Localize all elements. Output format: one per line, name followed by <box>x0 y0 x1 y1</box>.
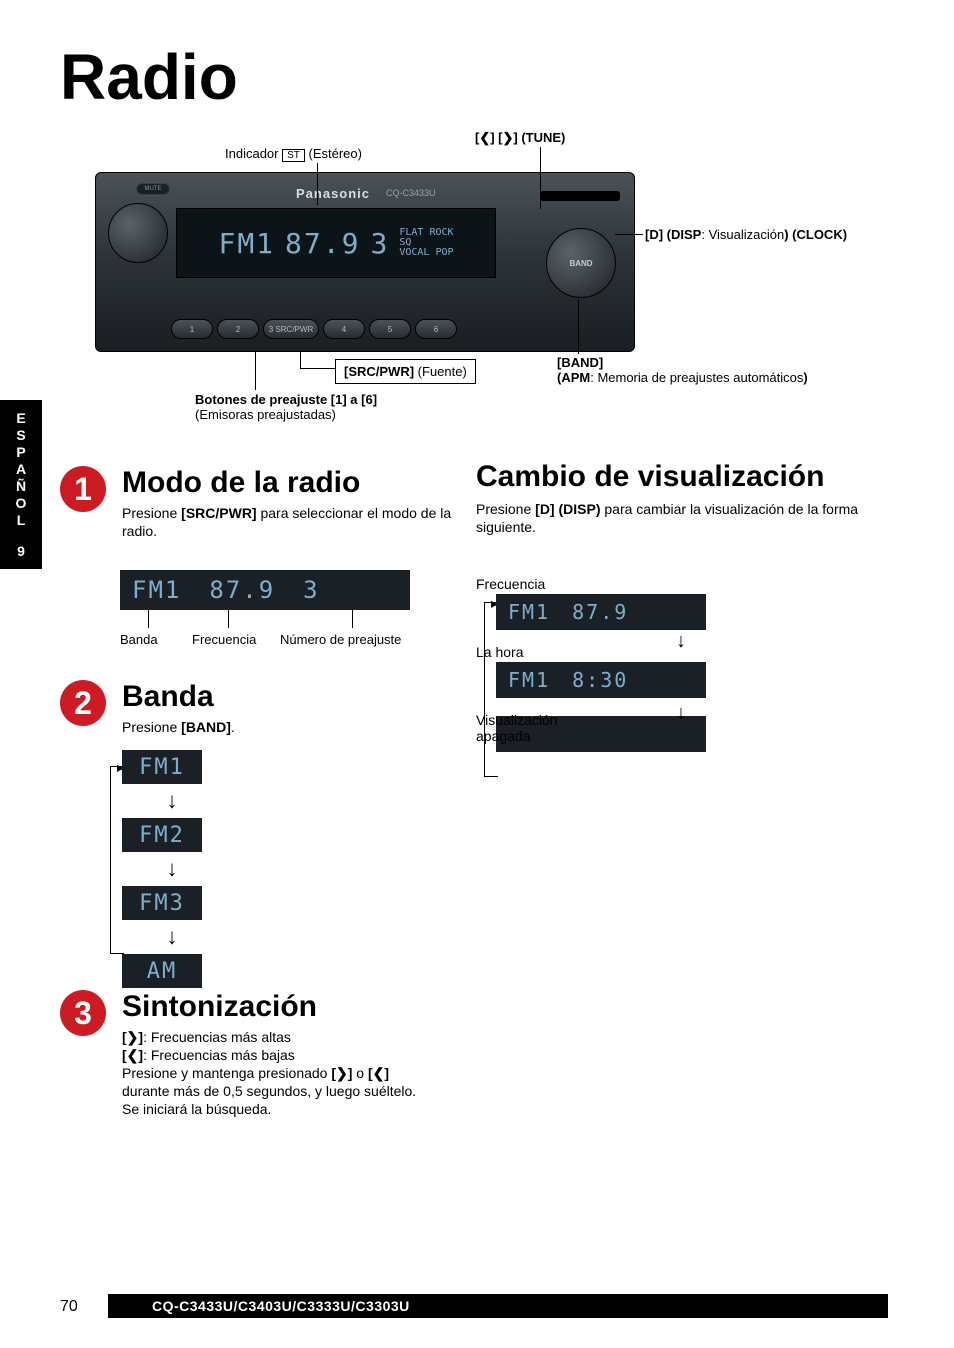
tab-letter: A <box>0 461 42 478</box>
preset-btn-6: 6 <box>415 319 457 339</box>
language-tab: E S P A Ñ O L 9 <box>0 400 42 569</box>
arrow-down-icon: ↓ <box>122 856 222 882</box>
device-diagram: MUTE Panasonic CQ-C3433U FM1 87.9 3 FLAT… <box>60 130 880 440</box>
lbl-hora: La hora <box>476 644 736 660</box>
callout-tune: [❮] [❯] (TUNE) <box>475 130 565 146</box>
step-badge-1: 1 <box>60 466 106 512</box>
tab-letter: S <box>0 427 42 444</box>
page-number: 70 <box>60 1298 78 1316</box>
tab-letter: O <box>0 495 42 512</box>
lcd-freq: 87.9 <box>209 576 275 604</box>
band-knob: BAND <box>546 228 616 298</box>
display-lcd-time: FM1 8:30 <box>496 662 706 698</box>
mute-pill: MUTE <box>136 183 170 195</box>
step-1-lcd: FM1 87.9 3 <box>120 570 410 610</box>
stereo-model: CQ-C3433U <box>386 188 436 198</box>
preset-btn-2: 2 <box>217 319 259 339</box>
arrow-down-icon: ↓ <box>676 702 686 725</box>
display-change-section: Cambio de visualización Presione [D] (DI… <box>476 460 876 536</box>
footer-model-bar: CQ-C3433U/C3403U/C3333U/C3303U <box>108 1294 888 1318</box>
tab-letter: L <box>0 512 42 529</box>
step-3-title: Sintonización <box>122 990 482 1024</box>
arrow-down-icon: ↓ <box>122 788 222 814</box>
tab-letter: Ñ <box>0 478 42 495</box>
display-cycle: Frecuencia FM1 87.9 ↓ La hora FM1 8:30 ↓… <box>476 570 736 752</box>
step-badge-2: 2 <box>60 680 106 726</box>
lbl-banda: Banda <box>120 632 158 647</box>
lbl-frecuencia: Frecuencia <box>192 632 256 647</box>
step-badge-3: 3 <box>60 990 106 1036</box>
stereo-lcd: FM1 87.9 3 FLAT ROCKSQVOCAL POP <box>176 208 496 278</box>
display-change-title: Cambio de visualización <box>476 460 876 494</box>
page-title: Radio <box>60 40 238 114</box>
volume-knob <box>108 203 168 263</box>
step-1-title: Modo de la radio <box>122 466 472 500</box>
lcd-preset: 3 <box>303 576 319 604</box>
preset-button-row: 1 2 3 SRC/PWR 4 5 6 <box>171 319 457 339</box>
tab-letter: P <box>0 444 42 461</box>
callout-src-pwr: [SRC/PWR] (Fuente) <box>335 359 476 384</box>
arrow-down-icon: ↓ <box>676 630 686 653</box>
preset-btn-4: 4 <box>323 319 365 339</box>
stereo-brand: Panasonic <box>296 186 370 201</box>
band-am: AM <box>122 954 202 988</box>
callout-disp-clock: [D] (DISP: Visualización) (CLOCK) <box>645 227 847 242</box>
lcd-freq: 87.9 <box>285 227 360 260</box>
preset-btn-3-srcpwr: 3 SRC/PWR <box>263 319 319 339</box>
step-3-text: [❯]: Frecuencias más altas [❮]: Frecuenc… <box>122 1028 482 1118</box>
lbl-frecuencia: Frecuencia <box>476 576 736 592</box>
callout-preset-buttons: Botones de preajuste [1] a [6] (Emisoras… <box>195 392 377 422</box>
lcd-band: FM1 <box>218 227 275 260</box>
band-fm2: FM2 <box>122 818 202 852</box>
callout-stereo-indicator: Indicador ST (Estéreo) <box>225 146 362 162</box>
tab-number: 9 <box>0 543 42 559</box>
knob-label: BAND <box>569 259 592 268</box>
preset-btn-5: 5 <box>369 319 411 339</box>
step-2: 2 Banda Presione [BAND]. <box>60 680 422 736</box>
display-change-text: Presione [D] (DISP) para cambiar la visu… <box>476 500 876 536</box>
stereo-top-buttons: MUTE <box>136 183 170 195</box>
display-lcd-freq: FM1 87.9 <box>496 594 706 630</box>
lcd-preset: 3 <box>370 227 389 260</box>
step-2-text: Presione [BAND]. <box>122 718 422 736</box>
arrow-down-icon: ↓ <box>122 924 222 950</box>
band-cycle: FM1 ↓ FM2 ↓ FM3 ↓ AM <box>122 750 222 988</box>
lcd-eq: FLAT ROCKSQVOCAL POP <box>399 228 453 258</box>
step-2-title: Banda <box>122 680 422 714</box>
step-1-text: Presione [SRC/PWR] para seleccionar el m… <box>122 504 472 540</box>
band-fm3: FM3 <box>122 886 202 920</box>
lcd-band: FM1 <box>132 576 181 604</box>
step-1: 1 Modo de la radio Presione [SRC/PWR] pa… <box>60 466 472 540</box>
disc-slot <box>540 191 620 201</box>
tab-letter: E <box>0 410 42 427</box>
callout-band: [BAND] (APM: Memoria de preajustes autom… <box>557 355 808 385</box>
preset-btn-1: 1 <box>171 319 213 339</box>
band-fm1: FM1 <box>122 750 202 784</box>
stereo-unit: MUTE Panasonic CQ-C3433U FM1 87.9 3 FLAT… <box>95 172 635 352</box>
step-3: 3 Sintonización [❯]: Frecuencias más alt… <box>60 990 482 1118</box>
lbl-preset-num: Número de preajuste <box>280 632 401 647</box>
